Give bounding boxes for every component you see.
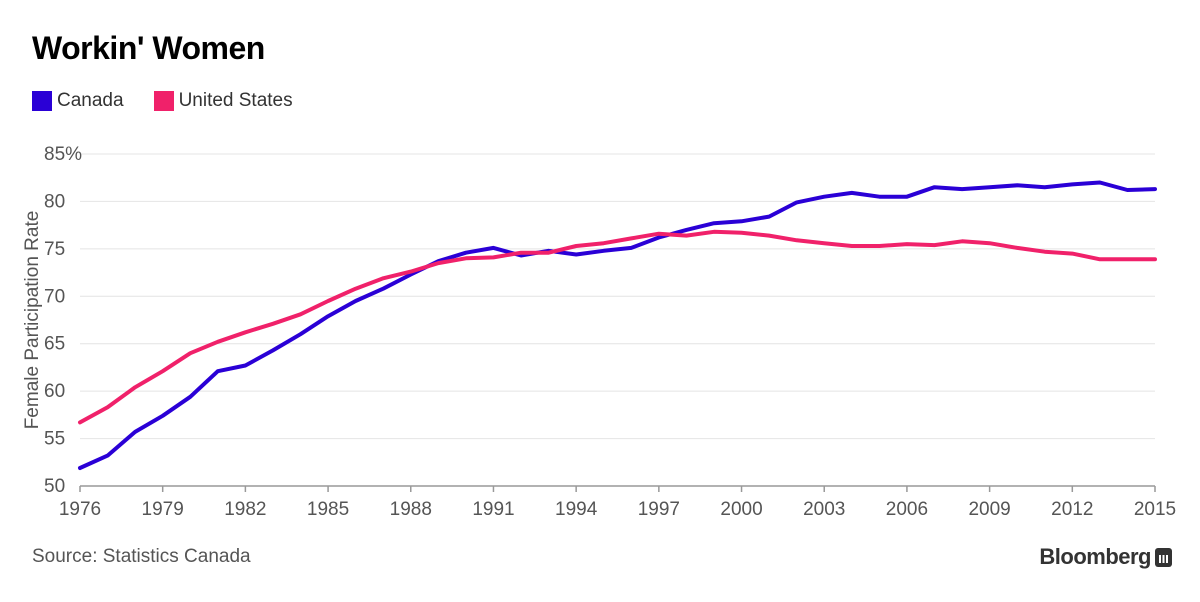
legend-swatch-canada	[32, 91, 52, 111]
x-tick-label: 1982	[224, 499, 266, 520]
x-tick-label: 1991	[472, 499, 514, 520]
x-tick-label: 2006	[886, 499, 928, 520]
y-tick-label: 70	[44, 286, 65, 307]
legend-label-united-states: United States	[178, 90, 293, 111]
brand-name: Bloomberg	[1039, 544, 1151, 569]
y-tick-label: 65	[44, 334, 65, 355]
legend-item-canada: Canada	[32, 90, 124, 112]
x-tick-label: 1976	[59, 499, 101, 520]
y-tick-label: 75	[44, 239, 65, 260]
y-tick-label: 55	[44, 429, 65, 450]
series-line-canada	[78, 180, 1157, 470]
legend: Canada United States	[32, 90, 323, 112]
x-tick-label: 2009	[968, 499, 1010, 520]
x-tick-label: 2012	[1051, 499, 1093, 520]
legend-swatch-united-states	[153, 91, 174, 111]
chart-bars-icon	[1155, 547, 1172, 567]
source-note: Source: Statistics Canada	[32, 546, 251, 567]
x-tick-label: 1985	[307, 499, 349, 520]
y-axis-label: Female Participation Rate	[22, 211, 43, 430]
y-tick-label: 50	[44, 476, 65, 497]
x-tick-label: 1997	[638, 499, 680, 520]
x-tick-label: 2015	[1134, 499, 1176, 520]
chart-title: Workin' Women	[32, 30, 265, 66]
x-tick-label: 2000	[720, 499, 762, 520]
y-tick-label: 80	[44, 191, 65, 212]
brand-logo: Bloomberg	[1039, 544, 1172, 570]
series-line-united-states	[78, 229, 1157, 425]
legend-item-united-states: United States	[153, 90, 293, 112]
x-tick-label: 1988	[390, 499, 432, 520]
legend-label-canada: Canada	[57, 90, 124, 111]
y-tick-label: 85%	[44, 144, 82, 165]
x-tick-label: 2003	[803, 499, 845, 520]
x-tick-label: 1994	[555, 499, 598, 520]
y-tick-label: 60	[44, 381, 65, 402]
x-tick-label: 1979	[142, 499, 184, 520]
